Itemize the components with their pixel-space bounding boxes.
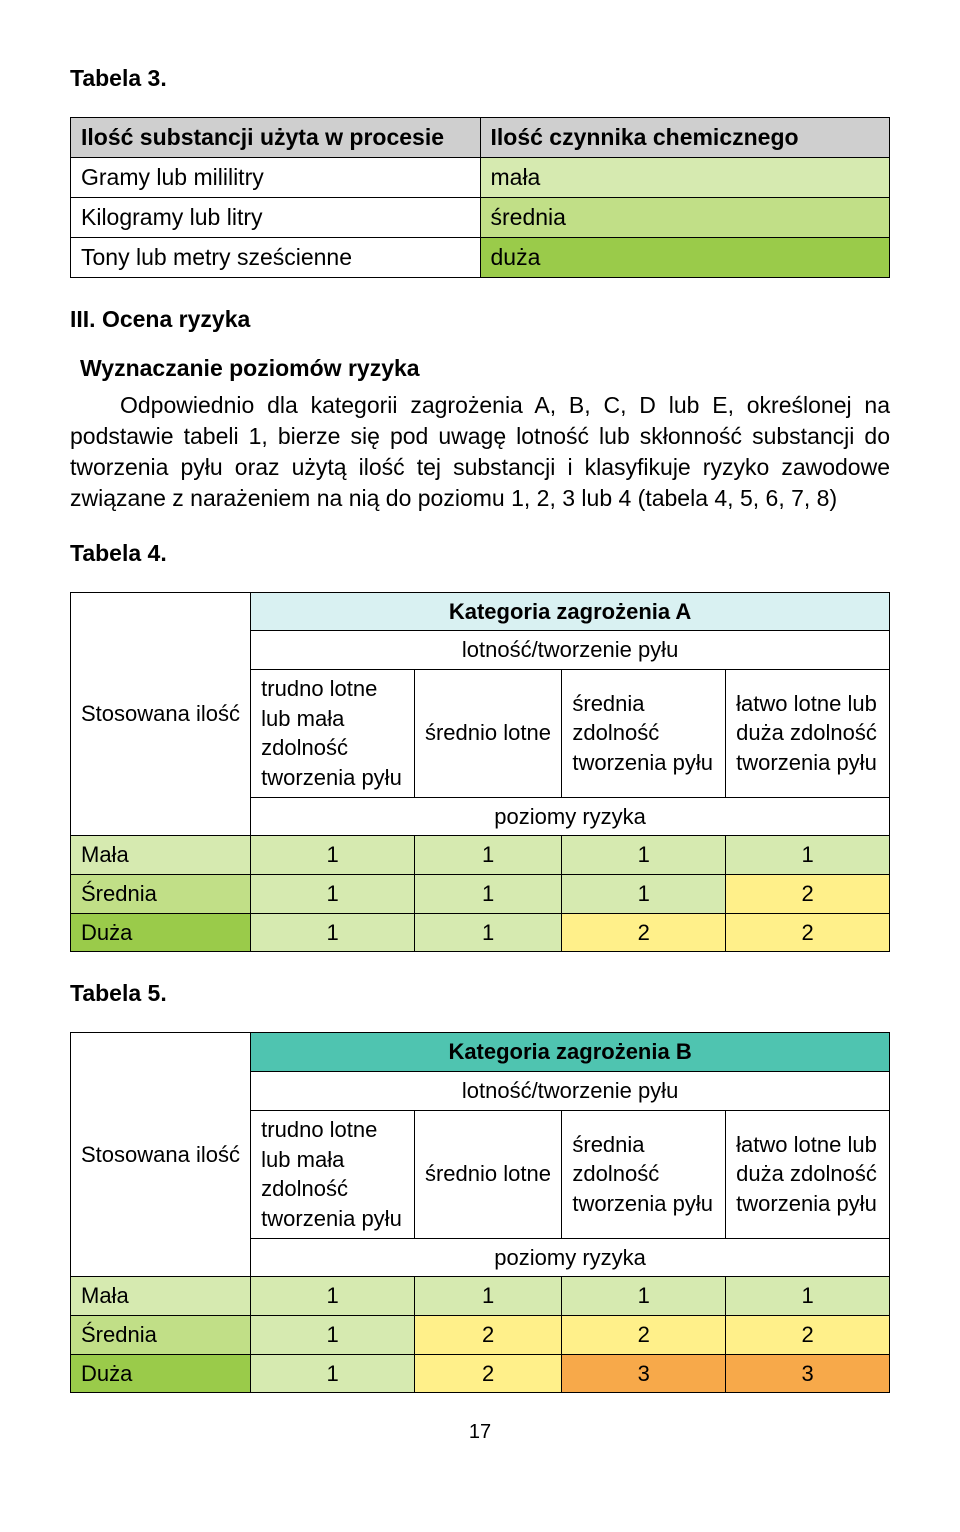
t5-r2-3: 3 xyxy=(726,1354,890,1393)
table-row: Duża 1 2 3 3 xyxy=(71,1354,890,1393)
table3-title: Tabela 3. xyxy=(70,63,890,94)
t3-h1: Ilość substancji użyta w procesie xyxy=(71,118,481,158)
t4-r1-0: 1 xyxy=(251,875,415,914)
t4-c3: średnia zdolność tworzenia pyłu xyxy=(562,669,726,797)
table-row: Średnia 1 2 2 2 xyxy=(71,1315,890,1354)
table-row: Duża 1 1 2 2 xyxy=(71,913,890,952)
t4-r2-3: 2 xyxy=(726,913,890,952)
t3-r2a: Tony lub metry sześcienne xyxy=(71,238,481,278)
t5-hdr: Kategoria zagrożenia B xyxy=(251,1033,890,1072)
page-number: 17 xyxy=(70,1419,890,1446)
t4-r0-2: 1 xyxy=(562,836,726,875)
t5-r1-1: 2 xyxy=(414,1315,561,1354)
t4-r2-2: 2 xyxy=(562,913,726,952)
t5-sub1: lotność/tworzenie pyłu xyxy=(251,1072,890,1111)
table5-title: Tabela 5. xyxy=(70,978,890,1009)
table4: Stosowana ilość Kategoria zagrożenia A l… xyxy=(70,592,890,953)
t4-sub2: poziomy ryzyka xyxy=(251,797,890,836)
t5-r0-3: 1 xyxy=(726,1277,890,1316)
t5-r1-2: 2 xyxy=(562,1315,726,1354)
t4-sub1: lotność/tworzenie pyłu xyxy=(251,631,890,670)
t5-r2-2: 3 xyxy=(562,1354,726,1393)
t4-r1-1: 1 xyxy=(414,875,561,914)
t5-r0-1: 1 xyxy=(414,1277,561,1316)
t5-c3: średnia zdolność tworzenia pyłu xyxy=(562,1110,726,1238)
t4-c1: trudno lotne lub mała zdolność tworzenia… xyxy=(251,669,415,797)
t5-r2-l: Duża xyxy=(71,1354,251,1393)
section3-text: Odpowiednio dla kategorii zagrożenia A, … xyxy=(70,390,890,514)
t4-lcol: Stosowana ilość xyxy=(71,592,251,836)
t5-lcol: Stosowana ilość xyxy=(71,1033,251,1277)
t5-r1-l: Średnia xyxy=(71,1315,251,1354)
table-row: Średnia 1 1 1 2 xyxy=(71,875,890,914)
t3-r2b: duża xyxy=(480,238,890,278)
t4-c2: średnio lotne xyxy=(414,669,561,797)
t5-r0-0: 1 xyxy=(251,1277,415,1316)
table5: Stosowana ilość Kategoria zagrożenia B l… xyxy=(70,1032,890,1393)
t4-r2-1: 1 xyxy=(414,913,561,952)
table-row: Mała 1 1 1 1 xyxy=(71,1277,890,1316)
t5-c4: łatwo lotne lub duża zdolność tworzenia … xyxy=(726,1110,890,1238)
t4-r0-1: 1 xyxy=(414,836,561,875)
t5-c1: trudno lotne lub mała zdolność tworzenia… xyxy=(251,1110,415,1238)
t4-r1-2: 1 xyxy=(562,875,726,914)
table3: Ilość substancji użyta w procesie Ilość … xyxy=(70,117,890,278)
t5-r0-l: Mała xyxy=(71,1277,251,1316)
section3-sub: Wyznaczanie poziomów ryzyka xyxy=(70,353,890,384)
t4-r2-0: 1 xyxy=(251,913,415,952)
t4-r1-3: 2 xyxy=(726,875,890,914)
t5-r1-0: 1 xyxy=(251,1315,415,1354)
t3-r1a: Kilogramy lub litry xyxy=(71,198,481,238)
t5-r2-1: 2 xyxy=(414,1354,561,1393)
t4-r0-3: 1 xyxy=(726,836,890,875)
table4-title: Tabela 4. xyxy=(70,538,890,569)
t4-r0-0: 1 xyxy=(251,836,415,875)
t3-r1b: średnia xyxy=(480,198,890,238)
t3-h2: Ilość czynnika chemicznego xyxy=(480,118,890,158)
t5-r0-2: 1 xyxy=(562,1277,726,1316)
t4-hdr: Kategoria zagrożenia A xyxy=(251,592,890,631)
table-row: Mała 1 1 1 1 xyxy=(71,836,890,875)
t5-r1-3: 2 xyxy=(726,1315,890,1354)
t4-c4: łatwo lotne lub duża zdolność tworzenia … xyxy=(726,669,890,797)
t5-c2: średnio lotne xyxy=(414,1110,561,1238)
t4-r0-l: Mała xyxy=(71,836,251,875)
section3-heading: III. Ocena ryzyka xyxy=(70,304,890,335)
t4-r2-l: Duża xyxy=(71,913,251,952)
t3-r0a: Gramy lub mililitry xyxy=(71,158,481,198)
t4-r1-l: Średnia xyxy=(71,875,251,914)
t3-r0b: mała xyxy=(480,158,890,198)
t5-r2-0: 1 xyxy=(251,1354,415,1393)
t5-sub2: poziomy ryzyka xyxy=(251,1238,890,1277)
